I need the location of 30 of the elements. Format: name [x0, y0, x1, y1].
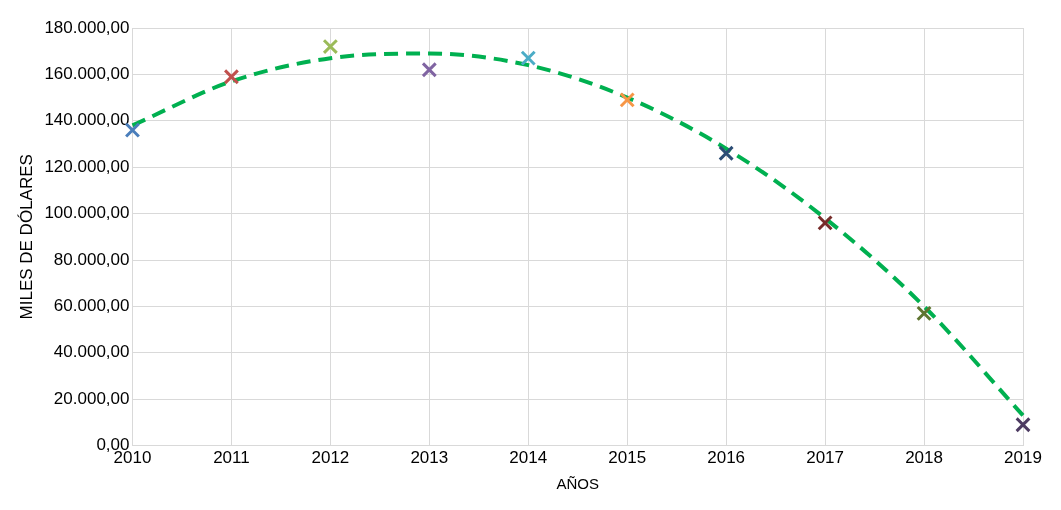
x-tick-label: 2019: [1004, 448, 1042, 468]
point: [718, 145, 735, 162]
x-axis-title: AÑOS: [556, 475, 599, 493]
y-tick-label: 160.000,00: [44, 64, 130, 84]
point: [322, 38, 339, 55]
y-tick-label: 20.000,00: [53, 388, 130, 408]
point: [916, 305, 932, 322]
x-tick-label: 2017: [806, 448, 845, 468]
y-axis-title: MILES DE DÓLARES: [16, 154, 36, 320]
x-tick-label: 2012: [311, 448, 350, 468]
point: [817, 215, 833, 231]
x-tick-label: 2014: [509, 448, 548, 468]
x-tick-label: 2018: [905, 448, 943, 468]
y-tick-label: 100.000,00: [44, 203, 130, 223]
y-tick-label: 80.000,00: [53, 249, 130, 269]
point: [520, 50, 537, 67]
point: [619, 92, 636, 108]
y-tick-label: 40.000,00: [53, 342, 130, 362]
y-tick-label: 180.000,00: [44, 17, 130, 37]
y-tick-label: 120.000,00: [44, 156, 130, 176]
x-tick-label: 2013: [410, 448, 449, 468]
x-tick-label: 2016: [707, 448, 746, 468]
y-tick-label: 140.000,00: [44, 110, 130, 130]
point: [1015, 416, 1031, 433]
y-tick-label: 60.000,00: [53, 296, 130, 316]
point: [421, 61, 438, 78]
line-series: [130, 51, 1025, 418]
x-tick-label: 2015: [608, 448, 647, 468]
point: [223, 68, 240, 85]
x-tick-label: 2011: [213, 448, 250, 468]
